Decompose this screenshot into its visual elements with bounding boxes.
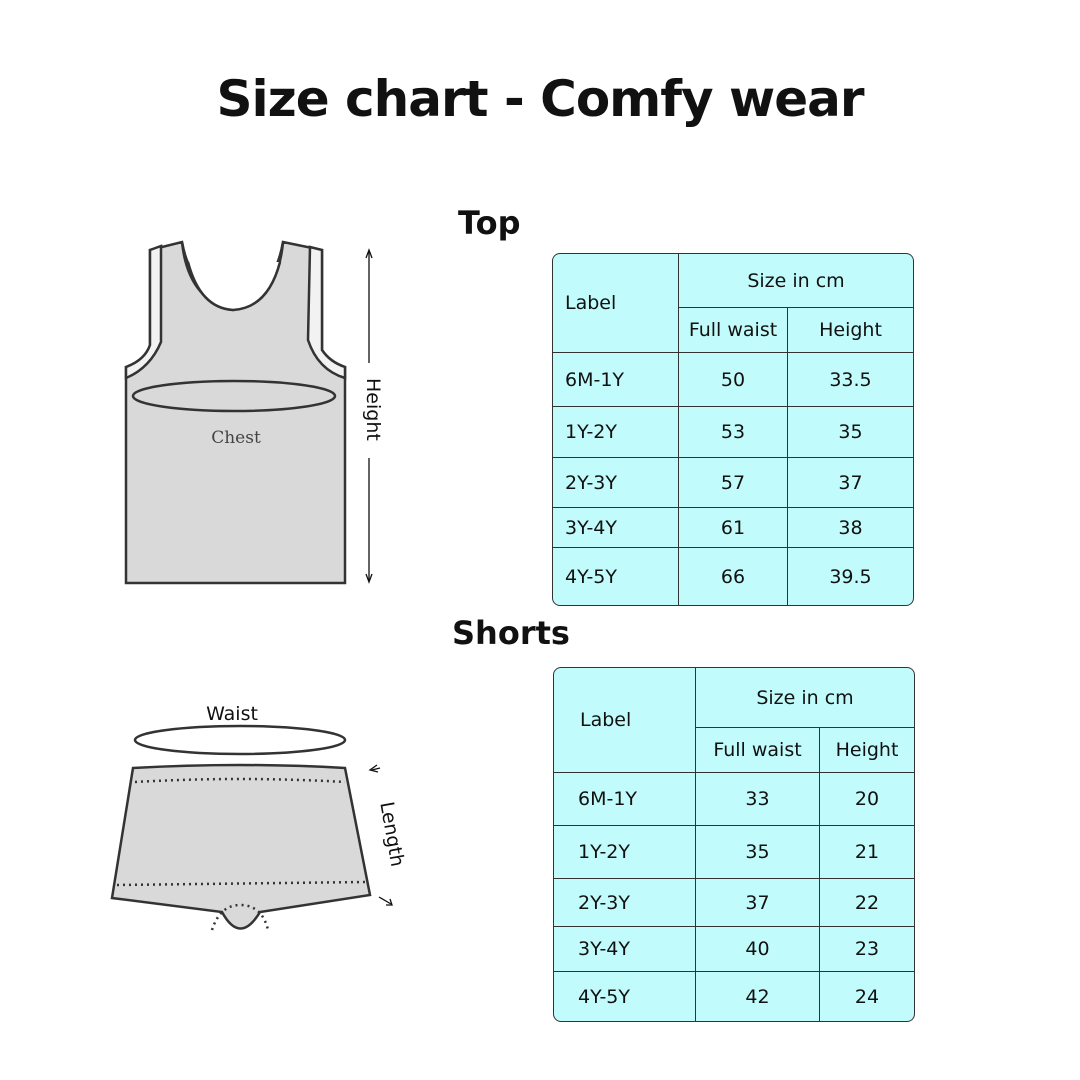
full-waist-cell: 53 [679,407,788,458]
full-waist-cell: 50 [679,353,788,407]
table-row: 6M-1Y 33 20 [554,773,914,826]
row-label: 2Y-3Y [554,879,696,927]
waist-label: Waist [206,703,258,725]
table-row: 2Y-3Y 57 37 [553,458,913,508]
height-cell: 37 [788,458,913,508]
height-cell: 39.5 [829,565,872,588]
row-label: 4Y-5Y [554,972,696,1021]
table-row: 4Y-5Y 42 24 [554,972,914,1021]
shorts-size-table: Label Size in cm Full waist Height 6M-1Y… [553,667,915,1022]
height-cell: 38 [788,508,913,548]
row-label: 1Y-2Y [553,407,679,458]
row-label: 6M-1Y [553,353,679,407]
full-waist-cell: 42 [696,972,820,1021]
row-label: 1Y-2Y [554,826,696,879]
height-cell: 21 [820,826,914,879]
group-header: Size in cm [696,668,914,728]
height-cell: 20 [820,773,914,826]
top-heading: Top [458,204,521,242]
full-waist-cell: 57 [679,458,788,508]
group-header: Size in cm [679,254,913,308]
table-row: 1Y-2Y 53 35 [553,407,913,458]
row-label: 3Y-4Y [554,927,696,972]
height-cell: 33.5 [788,353,913,407]
full-waist-cell: 35 [696,826,820,879]
shorts-heading: Shorts [452,614,570,652]
shorts-illustration [110,724,372,931]
column-header: Full waist [696,728,820,773]
height-label: Height [362,378,384,441]
row-label: 2Y-3Y [553,458,679,508]
full-waist-cell: 61 [679,508,788,548]
full-waist-cell: 37 [696,879,820,927]
page-title: Size chart - Comfy wear [216,70,864,128]
tank-top-illustration [124,240,347,585]
top-size-table: Label Size in cm Full waist Height 6M-1Y… [552,253,914,606]
table-row: 1Y-2Y 35 21 [554,826,914,879]
label-header: Label [554,668,696,773]
row-label: 6M-1Y [554,773,696,826]
row-label: 4Y-5Y [553,548,679,605]
table-row: 3Y-4Y 40 23 [554,927,914,972]
column-header: Full waist [679,308,788,353]
chest-label: Chest [211,428,261,448]
height-cell: 22 [820,879,914,927]
length-arrow-icon [368,764,393,906]
height-cell: 24 [854,985,880,1008]
height-cell: 23 [820,927,914,972]
table-row: 3Y-4Y 61 38 [553,508,913,548]
label-header: Label [553,254,679,353]
row-label: 3Y-4Y [553,508,679,548]
height-arrow-icon [365,248,373,584]
table-row: 2Y-3Y 37 22 [554,879,914,927]
full-waist-cell: 66 [679,548,788,605]
height-cell: 35 [788,407,913,458]
full-waist-cell: 40 [696,927,820,972]
column-header: Height [820,728,914,773]
full-waist-cell: 33 [696,773,820,826]
table-row: 6M-1Y 50 33.5 [553,353,913,407]
table-row: 4Y-5Y 66 39.5 [553,548,913,605]
column-header: Height [788,308,913,353]
